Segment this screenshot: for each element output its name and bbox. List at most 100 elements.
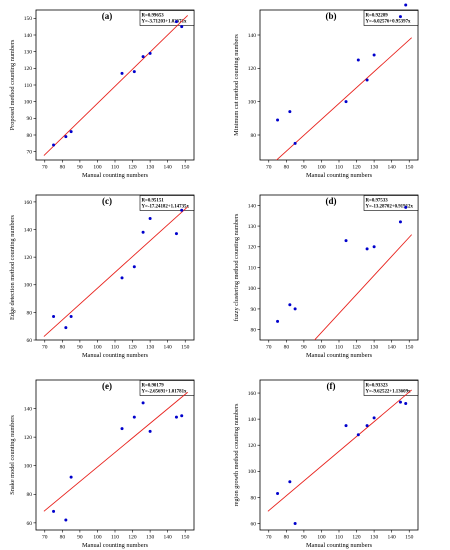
panel-label: (e) xyxy=(102,381,112,391)
y-axis-title: region growth method counting numbers xyxy=(233,403,240,506)
y-tick-label: 130 xyxy=(248,224,257,230)
x-tick-label: 150 xyxy=(181,345,190,351)
data-point xyxy=(52,509,56,513)
y-tick-label: 150 xyxy=(24,16,33,22)
y-tick-label: 100 xyxy=(248,469,257,475)
data-point xyxy=(120,71,124,75)
x-axis-title: Manual counting numbers xyxy=(82,172,149,179)
data-point xyxy=(148,429,152,433)
y-tick-label: 60 xyxy=(251,521,257,527)
x-tick-label: 80 xyxy=(60,345,66,351)
y-tick-label: 140 xyxy=(24,33,33,39)
data-point xyxy=(141,230,145,234)
data-point xyxy=(180,208,184,212)
x-tick-label: 150 xyxy=(405,165,414,171)
data-point xyxy=(64,135,68,139)
x-tick-label: 120 xyxy=(352,345,361,351)
x-tick-label: 80 xyxy=(284,535,290,541)
x-tick-label: 100 xyxy=(317,345,326,351)
y-tick-label: 80 xyxy=(251,328,257,334)
y-tick-label: 120 xyxy=(24,255,33,261)
chart-panel-a: 70 80 90 100 110 120 130 140 150 70 80 90 100 110 120 1… xyxy=(9,9,195,179)
data-point xyxy=(148,51,152,55)
data-point xyxy=(293,307,297,311)
data-point xyxy=(52,315,56,319)
regression-line xyxy=(275,37,412,160)
regression-equation-text: Y=-9.62522+1.13609x xyxy=(366,390,412,395)
data-point xyxy=(120,427,124,431)
y-tick-label: 70 xyxy=(27,150,33,156)
x-tick-label: 90 xyxy=(301,535,307,541)
x-tick-label: 70 xyxy=(42,345,48,351)
x-tick-label: 150 xyxy=(181,165,190,171)
data-point xyxy=(120,276,124,280)
y-tick-label: 110 xyxy=(24,83,32,89)
y-tick-label: 80 xyxy=(251,495,257,501)
annotation-box xyxy=(139,195,195,211)
y-tick-label: 90 xyxy=(251,307,257,313)
y-axis-title: Minimum cut method counting numbers xyxy=(233,34,240,136)
regression-equation-text: Y=-6.02576+0.95397x xyxy=(366,20,412,25)
regression-line xyxy=(43,15,188,156)
data-point xyxy=(64,518,68,522)
x-tick-label: 90 xyxy=(77,535,83,541)
regression-equation-text: Y=-17.24182+1.14735x xyxy=(142,205,190,210)
x-axis-title: Manual counting numbers xyxy=(306,542,373,549)
data-point xyxy=(148,216,152,220)
data-point xyxy=(141,401,145,405)
panel-label: (a) xyxy=(102,11,113,21)
y-tick-label: 80 xyxy=(27,133,33,139)
y-tick-label: 120 xyxy=(248,66,257,72)
x-tick-label: 70 xyxy=(266,345,272,351)
chart-panel-b: 70 80 90 100 110 120 130 140 150 80 100 120 140 Manua… xyxy=(233,3,419,179)
chart-panel-d: 70 80 90 100 110 120 130 140 150 80 90 100 110 120 130… xyxy=(233,194,419,359)
data-point xyxy=(293,141,297,145)
chart-panel-c: 70 80 90 100 110 120 130 140 150 60 80 100 120 140 160… xyxy=(9,194,195,359)
x-tick-label: 70 xyxy=(42,165,48,171)
y-tick-label: 100 xyxy=(24,283,33,289)
correlation-text: R=0.97533 xyxy=(366,198,389,203)
correlation-text: R=0.92289 xyxy=(366,13,389,18)
y-tick-label: 120 xyxy=(24,66,33,72)
x-tick-label: 120 xyxy=(352,165,361,171)
x-tick-label: 90 xyxy=(301,345,307,351)
x-tick-label: 80 xyxy=(284,345,290,351)
y-tick-label: 100 xyxy=(248,100,257,106)
chart-panel-e: 70 80 90 100 110 120 130 140 150 60 80 100 120 140 Man… xyxy=(9,379,195,549)
data-point xyxy=(276,319,280,323)
x-tick-label: 140 xyxy=(388,165,397,171)
x-tick-label: 70 xyxy=(266,165,272,171)
x-tick-label: 80 xyxy=(284,165,290,171)
correlation-text: R=0.99653 xyxy=(142,13,165,18)
x-tick-label: 120 xyxy=(352,535,361,541)
data-point xyxy=(288,480,292,484)
x-tick-label: 100 xyxy=(93,165,102,171)
y-tick-label: 140 xyxy=(248,33,257,39)
x-tick-label: 100 xyxy=(317,535,326,541)
y-tick-label: 140 xyxy=(24,227,33,233)
y-axis-title: Proposed method counting numbers xyxy=(9,39,16,130)
x-tick-label: 70 xyxy=(266,535,272,541)
x-tick-label: 120 xyxy=(128,345,137,351)
data-point xyxy=(69,130,73,134)
plot-frame xyxy=(35,379,195,531)
x-tick-label: 70 xyxy=(42,535,48,541)
data-point xyxy=(344,100,348,104)
data-point xyxy=(365,78,369,82)
regression-line xyxy=(313,234,413,340)
data-point xyxy=(356,58,360,62)
data-point xyxy=(141,55,145,59)
x-tick-label: 130 xyxy=(146,165,155,171)
data-point xyxy=(356,433,360,437)
panel-label: (f) xyxy=(327,381,336,391)
x-tick-label: 130 xyxy=(370,345,379,351)
x-tick-label: 150 xyxy=(181,535,190,541)
data-point xyxy=(372,245,376,249)
data-point xyxy=(288,303,292,307)
x-tick-label: 100 xyxy=(317,165,326,171)
plot-frame xyxy=(35,194,195,341)
x-axis-title: Manual counting numbers xyxy=(306,352,373,359)
x-axis-title: Manual counting numbers xyxy=(82,352,149,359)
plot-frame xyxy=(259,194,419,341)
regression-line xyxy=(43,391,188,512)
